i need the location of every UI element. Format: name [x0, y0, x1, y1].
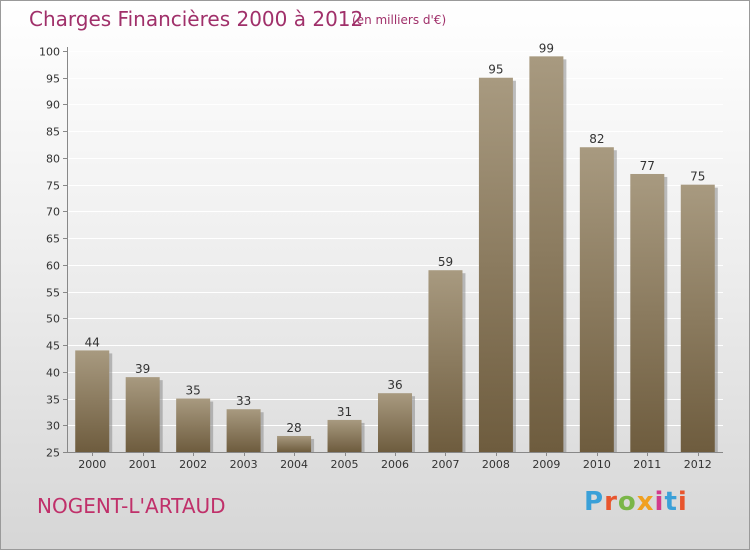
logo-letter: t: [664, 487, 678, 517]
logo-letter: i: [654, 487, 665, 517]
bar-2006: [378, 393, 412, 452]
labels: 25 30 35 40 45 50 55 60 65 70 75 80 85 90 95 100 44 2000 3…: [39, 41, 712, 471]
logo-letter: r: [604, 487, 618, 517]
bar-value-label: 77: [640, 159, 655, 173]
bars: [75, 56, 718, 453]
y-tick-label: 100: [39, 46, 60, 59]
bar-value-label: 28: [286, 421, 301, 435]
proxiti-logo[interactable]: Proxiti: [584, 487, 688, 517]
bar-2003: [226, 409, 261, 452]
bar-2010: [579, 147, 614, 453]
place-name: NOGENT-L'ARTAUD: [37, 494, 226, 518]
bar-value-label: 31: [337, 405, 352, 419]
x-tick-label: 2001: [129, 458, 157, 471]
bar-value-label: 33: [236, 394, 251, 408]
y-tick-label: 50: [46, 313, 60, 326]
bar-2012: [680, 184, 715, 452]
y-tick-label: 65: [46, 233, 60, 246]
bar-value-label: 39: [135, 362, 150, 376]
chart-subtitle: (en milliers d'€): [352, 13, 447, 27]
x-tick-label: 2008: [482, 458, 510, 471]
x-tick-label: 2010: [583, 458, 611, 471]
bar-value-label: 44: [85, 335, 100, 349]
x-tick-label: 2005: [331, 458, 359, 471]
axes: [63, 47, 723, 456]
x-tick-label: 2000: [78, 458, 106, 471]
bar-2007: [428, 270, 463, 452]
x-tick-label: 2007: [431, 458, 459, 471]
y-tick-label: 95: [46, 73, 60, 86]
logo-letter: x: [636, 487, 655, 517]
bar-value-label: 36: [387, 378, 402, 392]
bar-2000: [75, 350, 110, 452]
y-tick-label: 45: [46, 340, 60, 353]
bar-2005: [327, 419, 362, 452]
x-tick-label: 2002: [179, 458, 207, 471]
y-tick-label: 75: [46, 180, 60, 193]
y-tick-label: 30: [46, 420, 60, 433]
y-tick-label: 40: [46, 367, 60, 380]
bar-2002: [176, 398, 211, 452]
bar-value-label: 35: [186, 384, 201, 398]
bar-value-label: 59: [438, 255, 453, 269]
bar-2008: [478, 77, 513, 452]
x-tick-label: 2009: [532, 458, 560, 471]
bar-2009: [529, 56, 564, 452]
y-tick-label: 35: [46, 394, 60, 407]
y-tick-label: 25: [46, 447, 60, 460]
x-tick-label: 2012: [684, 458, 712, 471]
y-tick-label: 85: [46, 126, 60, 139]
y-tick-label: 90: [46, 99, 60, 112]
y-tick-label: 80: [46, 153, 60, 166]
bar-value-label: 82: [589, 132, 604, 146]
bar-value-label: 75: [690, 170, 705, 184]
bar-value-label: 95: [488, 63, 503, 77]
x-tick-label: 2006: [381, 458, 409, 471]
logo-letter: o: [617, 487, 637, 517]
x-tick-label: 2003: [230, 458, 258, 471]
bar-2004: [277, 435, 312, 452]
y-tick-label: 60: [46, 260, 60, 273]
chart-title: Charges Financières 2000 à 2012: [29, 7, 364, 31]
y-tick-label: 70: [46, 206, 60, 219]
logo-letter: P: [584, 487, 605, 517]
x-tick-label: 2011: [633, 458, 661, 471]
bar-2011: [630, 173, 665, 452]
bar-2001: [125, 377, 160, 452]
y-tick-label: 55: [46, 287, 60, 300]
x-tick-label: 2004: [280, 458, 308, 471]
grid-lines: [67, 51, 723, 426]
bar-value-label: 99: [539, 41, 554, 55]
logo-letter: i: [677, 487, 688, 517]
